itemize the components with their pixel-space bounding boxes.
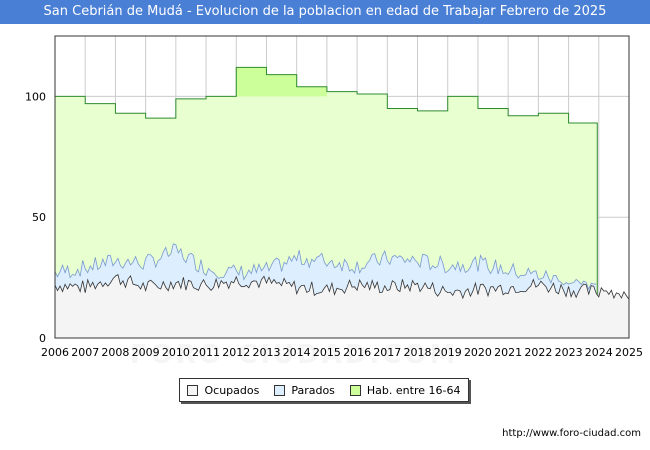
x-tick-2014: 2014 xyxy=(283,346,311,359)
axes xyxy=(54,35,630,339)
series-areas xyxy=(54,66,630,338)
x-tick-2017: 2017 xyxy=(373,346,401,359)
y-tick-50: 50 xyxy=(32,211,46,224)
x-tick-2023: 2023 xyxy=(555,346,583,359)
y-tick-100: 100 xyxy=(25,90,46,103)
legend: Ocupados Parados Hab. entre 16-64 xyxy=(179,378,469,402)
hab-peak-area xyxy=(236,67,327,97)
x-tick-2016: 2016 xyxy=(343,346,371,359)
chart-title: San Cebrián de Mudá - Evolucion de la po… xyxy=(0,0,650,24)
x-tick-2019: 2019 xyxy=(434,346,462,359)
x-tick-2015: 2015 xyxy=(313,346,341,359)
watermark: FORO-CIUDAD.COM xyxy=(130,340,458,370)
legend-ocupados-label: Ocupados xyxy=(204,383,260,397)
source-url[interactable]: http://www.foro-ciudad.com xyxy=(502,428,641,439)
legend-hab: Hab. entre 16-64 xyxy=(349,383,461,397)
x-tick-2010: 2010 xyxy=(162,346,190,359)
x-tick-2018: 2018 xyxy=(404,346,432,359)
legend-ocupados: Ocupados xyxy=(187,384,259,397)
x-tick-2011: 2011 xyxy=(192,346,220,359)
ocupados-line xyxy=(54,274,630,301)
ocupados-swatch xyxy=(187,384,199,396)
y-tick-0: 0 xyxy=(39,332,46,345)
x-tick-2009: 2009 xyxy=(132,346,160,359)
x-tick-2025: 2025 xyxy=(615,346,643,359)
population-chart: 2006 2007 2008 2009 2010 2011 2012 2013 2014 2015… xyxy=(25,35,643,359)
x-tick-2024: 2024 xyxy=(585,346,613,359)
x-tick-2021: 2021 xyxy=(494,346,522,359)
legend-hab-label: Hab. entre 16-64 xyxy=(366,383,461,397)
x-tick-2013: 2013 xyxy=(252,346,280,359)
hab-swatch xyxy=(349,384,361,396)
x-tick-2012: 2012 xyxy=(222,346,250,359)
legend-parados-label: Parados xyxy=(291,383,335,397)
x-tick-2008: 2008 xyxy=(101,346,129,359)
plot-frame xyxy=(54,35,630,339)
parados-line xyxy=(54,243,597,291)
x-tick-2020: 2020 xyxy=(464,346,492,359)
x-tick-2006: 2006 xyxy=(41,346,69,359)
x-tick-2007: 2007 xyxy=(71,346,99,359)
parados-swatch xyxy=(274,384,286,396)
hab-line xyxy=(55,66,598,338)
legend-parados: Parados xyxy=(274,384,335,397)
tick-labels: 2006 2007 2008 2009 2010 2011 2012 2013 2014 2015… xyxy=(25,90,643,359)
x-tick-2022: 2022 xyxy=(524,346,552,359)
